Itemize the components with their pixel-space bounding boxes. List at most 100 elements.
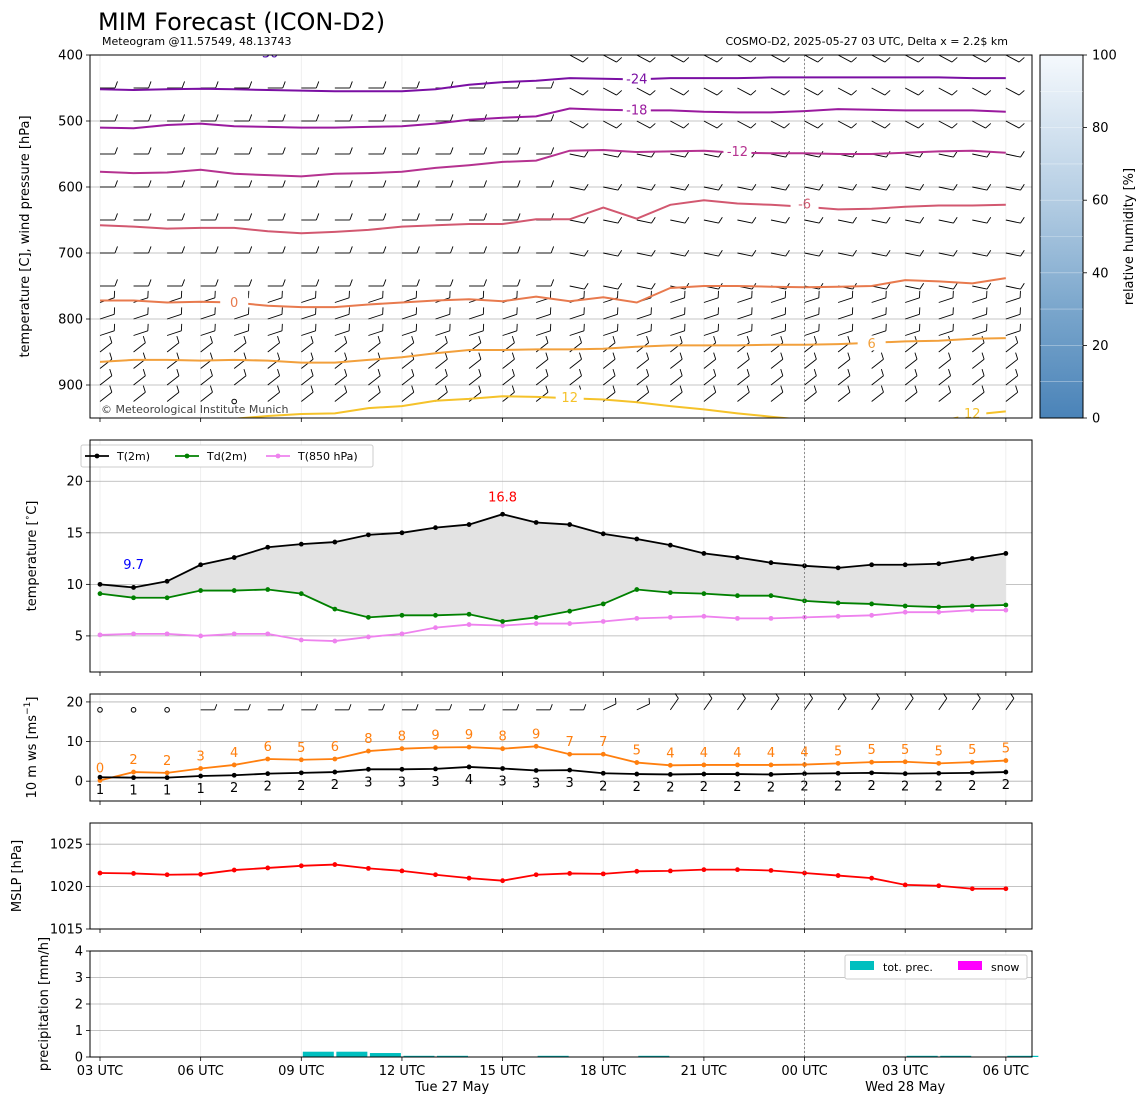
wind-barb xyxy=(905,283,923,289)
mean-wind-label: 3 xyxy=(532,776,540,791)
wind-barb xyxy=(737,369,749,385)
wind-barb xyxy=(234,336,246,352)
data-point xyxy=(232,555,237,560)
wind-barb xyxy=(201,704,217,710)
data-point xyxy=(265,757,270,762)
mean-wind-label: 4 xyxy=(465,773,473,788)
wind-barb xyxy=(167,114,184,121)
wind-barb xyxy=(972,307,987,319)
data-point xyxy=(299,757,304,762)
legend-label: Td(2m) xyxy=(206,450,247,463)
wind-barb xyxy=(872,386,884,402)
data-point xyxy=(332,757,337,762)
data-point xyxy=(702,867,707,872)
wind-barb xyxy=(503,48,520,55)
wind-barb xyxy=(268,81,285,88)
y-tick-label: 0 xyxy=(75,775,83,790)
y-tick-label: 800 xyxy=(58,313,83,328)
wind-barb xyxy=(368,279,385,286)
wind-barb xyxy=(167,213,184,220)
wind-barb xyxy=(301,307,316,319)
data-point xyxy=(500,766,505,771)
wind-barb xyxy=(234,246,251,253)
wind-barb xyxy=(771,88,790,95)
data-point xyxy=(400,869,405,874)
data-point xyxy=(634,869,639,874)
y-tick-label: 1025 xyxy=(50,838,83,853)
data-point xyxy=(198,872,203,877)
data-point xyxy=(332,862,337,867)
wind-barb xyxy=(905,291,920,303)
wind-barb xyxy=(1006,121,1025,128)
wind-barb xyxy=(167,81,184,88)
data-point xyxy=(869,602,874,607)
data-point xyxy=(332,540,337,545)
wind-barb xyxy=(670,386,682,402)
wind-barb xyxy=(268,291,283,303)
wind-barb xyxy=(134,246,151,253)
y-tick-label: 15 xyxy=(66,526,83,541)
wind-barb xyxy=(402,48,419,55)
wind-barb xyxy=(737,324,752,336)
wind-barb xyxy=(704,336,716,352)
wind-barb xyxy=(503,213,520,220)
wind-barb xyxy=(402,704,418,710)
wind-barb xyxy=(939,324,954,336)
mean-wind-label: 3 xyxy=(566,776,574,791)
wind-barb xyxy=(402,307,417,319)
wind-barb xyxy=(402,81,419,88)
data-point xyxy=(165,775,170,780)
wind-barb xyxy=(536,324,551,336)
wind-barb xyxy=(201,48,218,55)
mean-wind-label: 2 xyxy=(666,780,674,795)
data-point xyxy=(198,766,203,771)
wind-barb xyxy=(100,336,112,352)
mean-wind-label: 1 xyxy=(96,783,104,798)
wind-barb xyxy=(872,88,891,95)
wind-barb xyxy=(536,279,553,286)
wind-barb xyxy=(939,353,951,369)
extreme-label: 9.7 xyxy=(123,558,144,573)
data-point xyxy=(198,562,203,567)
data-point xyxy=(735,593,740,598)
wind-barb xyxy=(905,88,924,95)
data-point xyxy=(232,588,237,593)
data-point xyxy=(567,522,572,527)
data-point xyxy=(869,770,874,775)
wind-barb xyxy=(771,291,786,303)
data-point xyxy=(198,588,203,593)
wind-barb xyxy=(570,324,585,336)
wind-barb xyxy=(1006,88,1025,95)
wind-barb xyxy=(737,291,752,303)
wind-barb xyxy=(603,369,615,385)
wind-barb xyxy=(201,114,218,121)
wind-barb xyxy=(368,246,385,253)
data-point xyxy=(1003,551,1008,556)
wind-barb xyxy=(469,48,486,55)
panel-frame xyxy=(90,823,1032,929)
data-point xyxy=(836,565,841,570)
wind-barb xyxy=(838,324,853,336)
wind-barb xyxy=(872,55,891,62)
mean-wind-label: 2 xyxy=(633,780,641,795)
wind-barb xyxy=(939,121,958,128)
data-point xyxy=(601,752,606,757)
wind-barb xyxy=(1006,55,1025,62)
wind-barb xyxy=(100,279,117,286)
wind-barb xyxy=(603,698,616,710)
wind-barb xyxy=(805,353,817,369)
wind-barb xyxy=(737,307,752,319)
data-point xyxy=(668,543,673,548)
wind-barb xyxy=(335,147,352,154)
data-point xyxy=(567,768,572,773)
wind-barb xyxy=(469,369,481,385)
wind-barb xyxy=(368,307,383,319)
wind-barb xyxy=(1006,353,1018,369)
wind-barb xyxy=(436,386,448,402)
wind-barb xyxy=(100,213,117,220)
wind-barb xyxy=(201,336,213,352)
wind-barb xyxy=(805,55,824,62)
wind-barb xyxy=(167,246,184,253)
data-point xyxy=(970,886,975,891)
contour-label: 6 xyxy=(868,337,876,352)
